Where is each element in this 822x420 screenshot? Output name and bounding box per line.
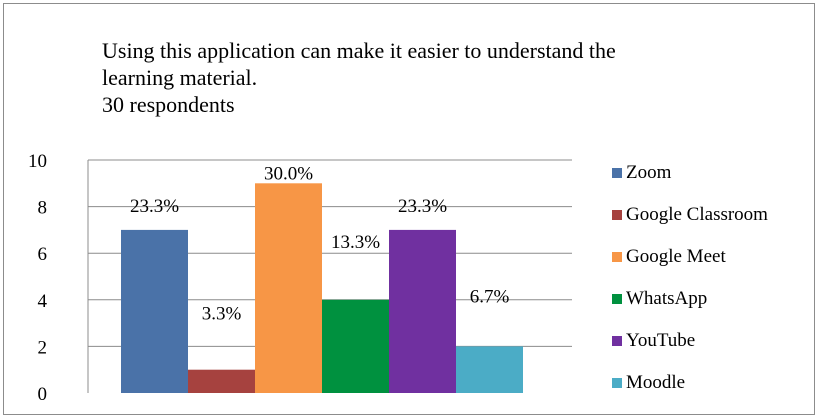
- data-label: 23.3%: [130, 196, 179, 217]
- legend-item: WhatsApp: [612, 288, 707, 310]
- legend-swatch: [612, 378, 622, 388]
- bar: [188, 369, 255, 393]
- legend-swatch: [612, 252, 622, 262]
- legend-label: Zoom: [626, 162, 672, 183]
- legend-swatch: [612, 168, 622, 178]
- y-tick-label: 10: [28, 151, 47, 172]
- legend-swatch: [612, 336, 622, 346]
- chart-title-line-1: Using this application can make it easie…: [102, 38, 616, 63]
- y-tick-label: 6: [38, 244, 48, 265]
- chart-title-line-2: learning material.: [102, 65, 258, 90]
- legend-item: Zoom: [612, 162, 671, 184]
- legend-item: Google Classroom: [612, 204, 768, 226]
- legend-label: YouTube: [626, 330, 696, 351]
- legend-label: Google Meet: [626, 246, 726, 267]
- legend-item: Moodle: [612, 372, 685, 394]
- y-tick-label: 4: [38, 291, 48, 312]
- legend-item: Google Meet: [612, 246, 726, 268]
- legend-label: Moodle: [626, 372, 686, 393]
- legend-swatch: [612, 294, 622, 304]
- y-tick-label: 8: [38, 198, 48, 219]
- bar: [255, 183, 322, 393]
- data-label: 30.0%: [264, 163, 313, 184]
- data-label: 13.3%: [331, 232, 380, 253]
- chart-title: Using this application can make it easie…: [102, 37, 722, 118]
- y-tick-label: 2: [38, 337, 48, 358]
- legend-label: WhatsApp: [626, 288, 708, 309]
- chart-title-subtitle: 30 respondents: [102, 92, 235, 117]
- bar: [121, 229, 188, 393]
- y-tick-label: 0: [38, 384, 48, 405]
- legend-label: Google Classroom: [626, 204, 768, 225]
- data-label: 23.3%: [398, 196, 447, 217]
- bar: [456, 346, 523, 393]
- legend-swatch: [612, 210, 622, 220]
- bar: [322, 299, 389, 393]
- data-label: 3.3%: [202, 304, 242, 325]
- bar: [389, 229, 456, 393]
- data-label: 6.7%: [470, 286, 510, 307]
- legend-item: YouTube: [612, 330, 695, 352]
